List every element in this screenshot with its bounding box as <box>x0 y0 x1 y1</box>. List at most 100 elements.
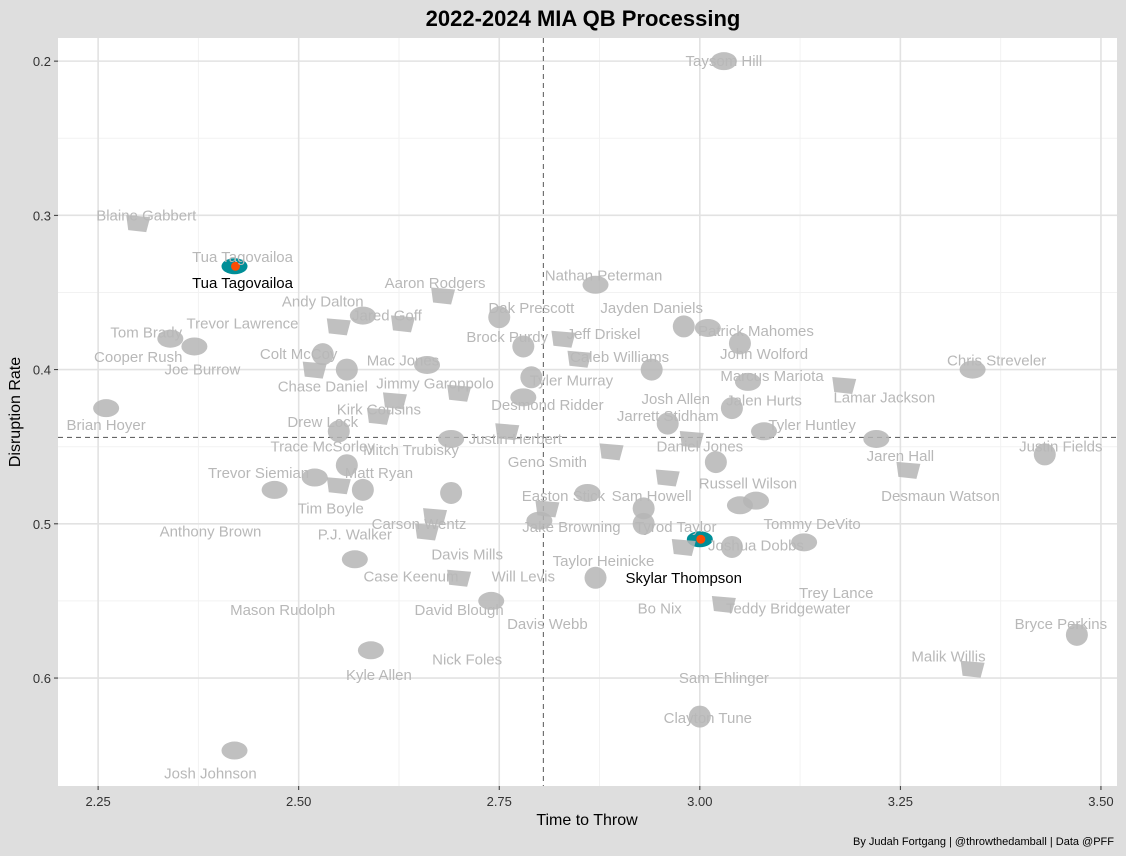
qb-label-teddy-bridgewater: Teddy Bridgewater <box>726 601 850 618</box>
team-logo-icon <box>688 705 711 728</box>
team-logo-icon <box>327 420 350 443</box>
qb-label-sam-ehlinger: Sam Ehlinger <box>679 670 769 687</box>
team-logo-icon <box>632 512 655 535</box>
qb-label-tommy-devito: Tommy DeVito <box>764 516 861 533</box>
qb-label-brian-hoyer: Brian Hoyer <box>67 417 146 434</box>
y-tick-label: 0.6 <box>33 671 51 686</box>
qb-label-jarrett-stidham: Jarrett Stidham <box>617 408 719 425</box>
team-logo-icon <box>751 422 777 441</box>
qb-label-jaren-hall: Jaren Hall <box>867 448 935 465</box>
team-logo-icon <box>382 392 407 410</box>
team-logo-icon <box>791 533 818 552</box>
team-logo-sun-icon <box>696 534 706 544</box>
qb-label-joe-burrow: Joe Burrow <box>164 362 240 379</box>
qb-label-easton-stick: Easton Stick <box>522 488 606 505</box>
qb-label-sam-howell: Sam Howell <box>612 488 692 505</box>
highlight-point-tua-tagovailoa <box>221 258 248 275</box>
team-logo-icon <box>326 477 351 495</box>
qb-label-drew-lock: Drew Lock <box>287 414 358 431</box>
team-logo-icon <box>726 496 753 515</box>
team-logo-icon <box>414 355 441 374</box>
team-logo-icon <box>488 306 511 329</box>
qb-markers <box>93 52 1088 760</box>
qb-label-chris-streveler: Chris Streveler <box>947 352 1046 369</box>
team-logo-icon <box>447 384 472 402</box>
qb-label-mason-rudolph: Mason Rudolph <box>230 602 335 619</box>
chart-caption: By Judah Fortgang | @throwthedamball | D… <box>853 836 1114 848</box>
qb-label-marcus-mariota: Marcus Mariota <box>720 368 824 385</box>
qb-label-brock-purdy: Brock Purdy <box>466 329 548 346</box>
qb-label-matt-ryan: Matt Ryan <box>345 465 413 482</box>
team-logo-icon <box>599 443 624 461</box>
qb-label-aaron-rodgers: Aaron Rodgers <box>385 275 486 292</box>
team-logo-icon <box>440 481 463 504</box>
team-logo-icon <box>349 306 376 325</box>
team-logo-icon <box>720 397 743 420</box>
team-logo-icon <box>423 508 448 526</box>
team-logo-icon <box>672 315 695 338</box>
qb-label-jeff-driskel: Jeff Driskel <box>567 326 641 343</box>
x-tick-label: 3.00 <box>687 794 712 809</box>
qb-label-kyle-allen: Kyle Allen <box>346 667 412 684</box>
qb-label-taysom-hill: Taysom Hill <box>686 53 763 70</box>
qb-label-justin-herbert: Justin Herbert <box>469 431 563 448</box>
team-logo-icon <box>341 550 368 569</box>
team-logo-icon <box>832 377 857 395</box>
qb-label-trace-mcsorley: Trace McSorley <box>271 439 376 456</box>
x-tick-label: 3.25 <box>888 794 913 809</box>
y-tick-label: 0.2 <box>33 54 51 69</box>
qb-label-patrick-mahomes: Patrick Mahomes <box>698 323 814 340</box>
qb-label-case-keenum: Case Keenum <box>363 568 458 585</box>
qb-label-nathan-peterman: Nathan Peterman <box>545 268 663 285</box>
qb-label-dak-prescott: Dak Prescott <box>488 300 575 317</box>
x-tick-label: 2.50 <box>286 794 311 809</box>
team-logo-icon <box>311 343 334 366</box>
x-axis-title: Time to Throw <box>536 812 638 829</box>
qb-label-trevor-siemian: Trevor Siemian <box>208 465 309 482</box>
qb-label-desmond-ridder: Desmond Ridder <box>491 397 604 414</box>
qb-label-malik-willis: Malik Willis <box>911 648 985 665</box>
qb-label-tua-tagovailoa: Tua Tagovailoa <box>192 275 294 292</box>
qb-label-kirk-cousins: Kirk Cousins <box>337 402 421 419</box>
team-logo-icon <box>734 372 761 391</box>
team-logo-icon <box>126 215 151 233</box>
team-logo-icon <box>415 523 440 541</box>
team-logo-icon <box>584 566 607 589</box>
reference-lines <box>58 38 1117 786</box>
y-axis-ticks: 0.2 0.3 0.4 0.5 0.6 <box>33 54 58 686</box>
qb-label-bo-nix: Bo Nix <box>638 601 683 618</box>
gridlines <box>58 38 1117 786</box>
team-logo-icon <box>335 358 358 381</box>
team-logo-icon <box>495 423 520 441</box>
qb-labels: Taysom Hill Blaine Gabbert Tua Tagovailoa T… <box>67 53 1108 783</box>
team-logo-icon <box>728 332 751 355</box>
qb-label-russell-wilson: Russell Wilson <box>699 476 797 493</box>
team-logo-icon <box>326 318 351 336</box>
qb-label-jalen-hurts: Jalen Hurts <box>726 392 802 409</box>
x-axis-ticks: 2.25 2.50 2.75 3.00 3.25 3.50 <box>85 786 1114 809</box>
qb-label-davis-webb: Davis Webb <box>507 616 588 633</box>
team-logo-icon <box>261 480 288 499</box>
team-logo-icon <box>447 569 472 587</box>
team-logo-sun-icon <box>231 261 240 271</box>
team-logo-icon <box>679 430 704 448</box>
y-tick-label: 0.3 <box>33 208 51 223</box>
y-tick-label: 0.4 <box>33 363 51 378</box>
qb-label-carson-wentz: Carson Wentz <box>372 516 467 533</box>
team-logo-icon <box>302 361 327 379</box>
qb-label-p-j-walker: P.J. Walker <box>318 527 392 544</box>
team-logo-icon <box>510 388 537 407</box>
x-tick-label: 2.25 <box>85 794 110 809</box>
qb-label-david-blough: David Blough <box>415 602 504 619</box>
qb-label-nick-foles: Nick Foles <box>432 652 502 669</box>
qb-label-mitch-trubisky: Mitch Trubisky <box>363 442 459 459</box>
y-tick-label: 0.5 <box>33 517 51 532</box>
team-logo-icon <box>632 497 655 520</box>
team-logo-icon <box>711 596 736 614</box>
qb-label-tyler-murray: Tyler Murray <box>530 372 614 389</box>
x-tick-label: 2.75 <box>487 794 512 809</box>
team-logo-icon <box>181 337 208 356</box>
qb-label-tyrod-taylor: Tyrod Taylor <box>635 519 716 536</box>
qb-label-jake-browning: Jake Browning <box>522 519 620 536</box>
